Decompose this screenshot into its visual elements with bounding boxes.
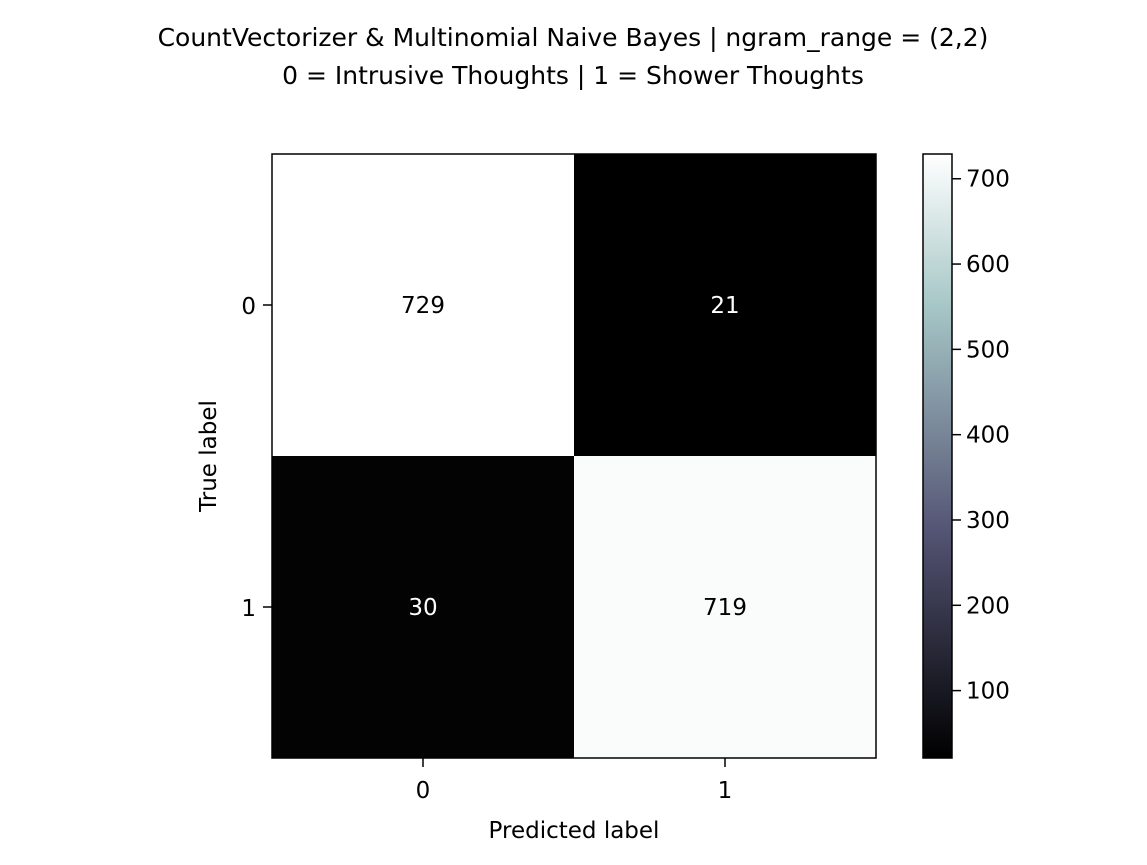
- heatmap-cell-1-0: [272, 456, 575, 759]
- y-axis-label: True label: [196, 400, 222, 513]
- x-tick-label-0: 0: [416, 778, 431, 804]
- chart-title-line-2: 0 = Intrusive Thoughts | 1 = Shower Thou…: [282, 61, 864, 90]
- colorbar-tick-label-4: 500: [966, 337, 1010, 363]
- colorbar-tick-label-6: 700: [966, 167, 1010, 193]
- plot-frame: [271, 153, 877, 759]
- cell-value-1-0: 30: [408, 595, 437, 621]
- colorbar-frame: [922, 153, 953, 759]
- y-axis-ticks: 01: [241, 294, 272, 622]
- x-axis-label: Predicted label: [489, 818, 660, 844]
- cell-value-0-1: 21: [710, 293, 739, 319]
- y-tick-label-1: 1: [241, 596, 256, 622]
- colorbar-tick-label-2: 300: [966, 508, 1010, 534]
- heatmap-cells: [272, 154, 877, 759]
- y-tick-label-0: 0: [241, 294, 256, 320]
- colorbar-ticks: 100 200 300 400 500 600 700: [952, 167, 1010, 705]
- colorbar: [923, 154, 952, 758]
- colorbar-tick-label-5: 600: [966, 252, 1010, 278]
- colorbar-tick-label-0: 100: [966, 679, 1010, 705]
- x-tick-label-1: 1: [718, 778, 733, 804]
- chart-title: CountVectorizer & Multinomial Naive Baye…: [158, 23, 989, 90]
- colorbar-tick-label-1: 200: [966, 593, 1010, 619]
- chart-title-line-1: CountVectorizer & Multinomial Naive Baye…: [158, 23, 989, 52]
- colorbar-tick-label-3: 400: [966, 423, 1010, 449]
- heatmap-cell-0-0: [272, 154, 575, 457]
- cell-value-labels: 729 21 30 719: [401, 293, 747, 621]
- heatmap-cell-1-1: [574, 456, 877, 759]
- cell-value-0-0: 729: [401, 293, 445, 319]
- cell-value-1-1: 719: [703, 595, 747, 621]
- heatmap-cell-0-1: [574, 154, 877, 457]
